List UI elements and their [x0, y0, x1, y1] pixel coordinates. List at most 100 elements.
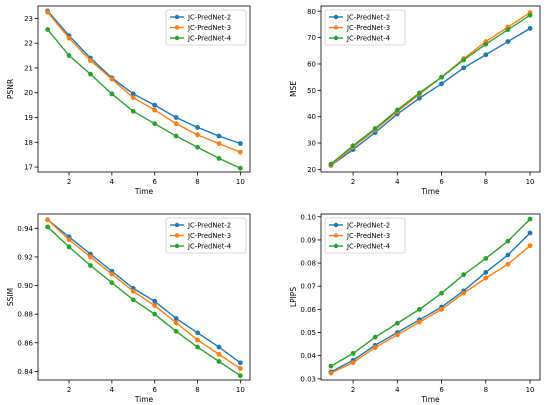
mse-ytick-label: 70 [307, 34, 316, 42]
lpips-data-point [417, 306, 422, 312]
lpips-data-point [505, 252, 511, 258]
psnr-legend-label: JC-PredNet-4 [187, 35, 231, 43]
mse-legend-marker [333, 14, 339, 20]
mse-data-point [505, 39, 511, 44]
ssim-xtick-label: 8 [195, 386, 199, 394]
lpips-series-line [330, 218, 531, 367]
psnr-xtick-label: 8 [195, 178, 199, 186]
psnr-data-point [173, 115, 179, 120]
ssim-data-point [195, 337, 200, 343]
lpips-data-point [505, 238, 511, 244]
lpips-ytick-label: 0.06 [300, 306, 316, 314]
mse-legend-box [324, 9, 406, 46]
ssim-xlabel: Time [134, 395, 154, 404]
lpips-legend-marker [333, 243, 339, 249]
mse-data-point [527, 25, 533, 31]
ssim-legend-label: JC-PredNet-3 [187, 232, 231, 240]
psnr-ylabel: PSNR [6, 79, 15, 99]
lpips-data-point [527, 216, 533, 222]
psnr-series-3 [45, 9, 243, 155]
psnr-xtick-label: 4 [110, 178, 115, 186]
lpips-legend: JC-PredNet-2 JC-PredNet-3 JC-PredNet-4 [324, 217, 406, 254]
ssim-data-point [173, 320, 179, 326]
psnr-data-point [130, 108, 136, 114]
ssim-data-point [109, 280, 115, 286]
mse-series-line [330, 27, 531, 166]
psnr-data-point [152, 107, 158, 113]
ssim-xtick-label: 10 [236, 386, 245, 394]
psnr-ytick-label: 18 [24, 139, 33, 147]
mse-xtick-label: 2 [351, 178, 355, 186]
ssim-data-point [88, 263, 93, 268]
psnr-data-point [88, 71, 93, 77]
ssim-xtick-label: 2 [67, 386, 71, 394]
ssim-data-point [237, 373, 243, 379]
psnr-data-point [45, 9, 51, 15]
lpips-ylabel: LPIPS [289, 287, 298, 307]
mse-series-4 [328, 12, 533, 167]
lpips-data-point [439, 306, 444, 312]
lpips-data-point [350, 350, 356, 356]
psnr-panel: 2 4 6 8 10 17 18 19 20 21 22 23 Time PSNR JC-PredNet-2… [6, 5, 251, 196]
mse-ytick-label: 40 [307, 113, 316, 121]
psnr-series-line [47, 10, 241, 145]
lpips-ytick-label: 0.05 [300, 329, 316, 337]
mse-data-point [439, 74, 444, 80]
mse-legend-marker [333, 25, 339, 30]
mse-ytick-label: 80 [307, 8, 316, 16]
lpips-xlabel: Time [420, 395, 440, 404]
ssim-ytick-label: 0.92 [17, 253, 33, 261]
psnr-data-point [195, 144, 200, 150]
mse-ytick-label: 50 [307, 87, 316, 95]
ssim-xtick-label: 6 [152, 386, 157, 394]
ssim-data-point [109, 271, 115, 277]
psnr-ytick-label: 20 [24, 89, 33, 97]
lpips-ytick-label: 0.09 [300, 236, 316, 244]
lpips-series-3 [328, 243, 533, 376]
ssim-series-line [47, 226, 241, 377]
psnr-xtick-label: 6 [152, 178, 157, 186]
mse-data-point [483, 52, 489, 58]
mse-legend-label: JC-PredNet-3 [346, 24, 390, 32]
lpips-legend-label: JC-PredNet-3 [346, 232, 390, 240]
psnr-data-point [237, 165, 243, 171]
psnr-data-point [152, 102, 158, 108]
psnr-axes-frame [37, 5, 251, 173]
lpips-legend-marker [333, 222, 339, 228]
psnr-ytick-label: 21 [24, 64, 33, 72]
mse-data-point [350, 143, 356, 149]
lpips-data-point [439, 290, 444, 296]
psnr-data-point [173, 133, 179, 139]
psnr-legend-label: JC-PredNet-2 [187, 14, 231, 22]
ssim-data-point [173, 316, 179, 321]
psnr-legend-marker [174, 35, 180, 41]
ssim-data-point [45, 217, 51, 223]
psnr-data-point [195, 125, 200, 130]
mse-data-point [417, 95, 422, 101]
psnr-data-point [109, 76, 115, 82]
mse-ylabel: MSE [289, 81, 298, 97]
psnr-data-point [237, 141, 243, 146]
ssim-legend-marker [174, 222, 180, 228]
psnr-data-point [88, 58, 93, 63]
lpips-data-point [461, 290, 467, 296]
mse-xtick-label: 10 [526, 178, 535, 186]
ssim-ytick-label: 0.84 [17, 368, 33, 376]
psnr-data-point [195, 132, 200, 138]
ssim-ytick-label: 0.90 [17, 282, 33, 290]
lpips-data-point [394, 320, 400, 326]
ssim-data-point [152, 298, 158, 304]
ssim-ylabel: SSIM [6, 288, 15, 306]
mse-data-point [461, 65, 467, 71]
ssim-data-point [66, 237, 72, 243]
mse-data-point [328, 161, 334, 167]
lpips-data-point [328, 363, 334, 369]
lpips-data-point [527, 230, 533, 236]
psnr-data-point [109, 91, 115, 97]
psnr-legend-marker [174, 25, 180, 30]
mse-data-point [527, 12, 533, 18]
psnr-data-point [45, 27, 51, 32]
lpips-ytick-label: 0.03 [300, 375, 316, 383]
ssim-data-point [152, 311, 158, 317]
